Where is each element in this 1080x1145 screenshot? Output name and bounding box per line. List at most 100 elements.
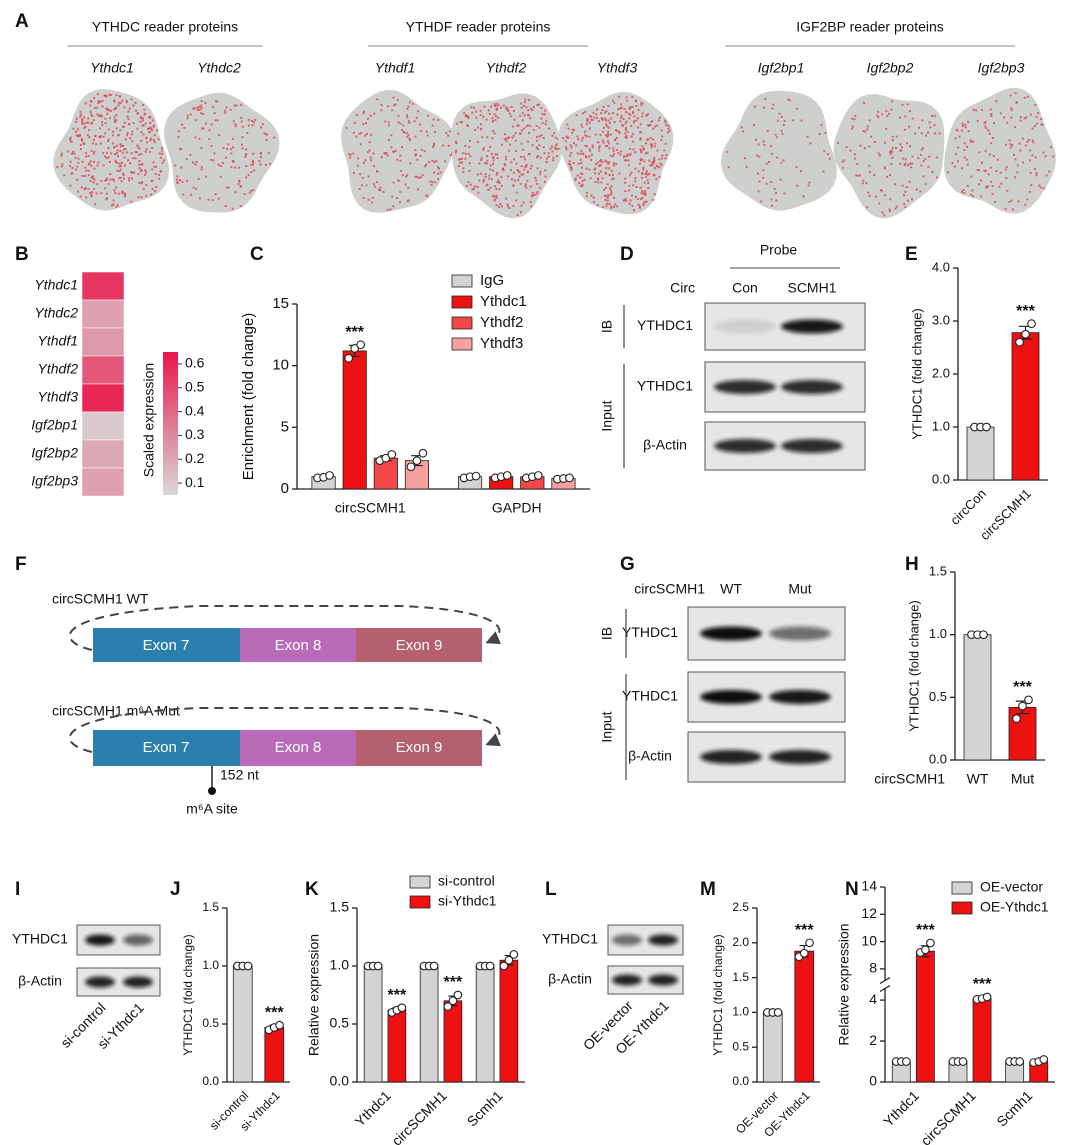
circle-arc (68, 605, 502, 651)
expression-dot (909, 110, 911, 113)
expression-dot (915, 188, 918, 191)
exon-box (240, 628, 356, 662)
expression-dot (604, 144, 607, 147)
expression-dot (620, 117, 623, 119)
expression-dot (1021, 137, 1024, 140)
expression-dot (519, 102, 522, 105)
expression-dot (629, 147, 632, 150)
expression-dot (260, 156, 262, 159)
significance: *** (916, 922, 935, 939)
x-tick-label: WT (967, 771, 989, 787)
panel-letter: K (305, 879, 319, 900)
expression-dot (406, 136, 409, 139)
expression-dot (515, 150, 518, 153)
legend-label: si-control (438, 873, 495, 889)
expression-dot (198, 105, 201, 108)
expression-dot (149, 150, 152, 153)
expression-dot (505, 140, 508, 143)
expression-dot (928, 121, 931, 124)
expression-dot (1019, 119, 1022, 122)
expression-dot (988, 132, 991, 135)
expression-dot (585, 195, 588, 198)
expression-dot (101, 121, 104, 124)
expression-dot (999, 112, 1002, 115)
expression-dot (899, 162, 902, 165)
expression-dot (570, 152, 573, 154)
expression-dot (521, 148, 524, 151)
expression-dot (200, 127, 203, 130)
expression-dot (386, 154, 389, 157)
expression-dot (972, 140, 975, 143)
expression-dot (89, 100, 92, 103)
expression-dot (581, 166, 583, 169)
expression-dot (890, 151, 893, 154)
expression-dot (455, 142, 458, 145)
expression-dot (139, 120, 142, 123)
expression-dot (519, 183, 522, 186)
gene-label: Ythdc2 (197, 60, 241, 76)
expression-dot (770, 198, 773, 201)
expression-dot (260, 126, 262, 129)
expression-dot (978, 183, 980, 186)
expression-dot (762, 169, 765, 172)
expression-dot (585, 135, 588, 138)
expression-dot (903, 194, 905, 197)
expression-dot (115, 119, 118, 122)
expression-dot (505, 137, 508, 140)
exon-box (93, 730, 240, 766)
expression-dot (202, 112, 205, 115)
expression-dot (138, 167, 141, 170)
expression-dot (651, 161, 654, 164)
expression-dot (138, 153, 141, 156)
expression-dot (366, 132, 368, 135)
expression-dot (623, 199, 626, 202)
expression-dot (399, 154, 402, 157)
expression-dot (104, 132, 107, 135)
expression-dot (355, 113, 358, 116)
gene-label: Ythdf2 (486, 60, 527, 76)
expression-dot (91, 177, 94, 180)
expression-dot (393, 104, 395, 107)
expression-dot (124, 148, 127, 150)
expression-dot (89, 104, 92, 107)
expression-dot (643, 181, 646, 184)
expression-dot (414, 149, 417, 152)
expression-dot (588, 127, 591, 130)
expression-dot (542, 137, 545, 139)
expression-dot (524, 184, 527, 187)
expression-dot (429, 180, 432, 183)
expression-dot (596, 108, 599, 111)
expression-dot (496, 102, 499, 105)
expression-dot (374, 185, 377, 188)
expression-dot (84, 187, 87, 190)
legend-swatch (451, 274, 473, 288)
expression-dot (611, 174, 614, 177)
expression-dot (158, 177, 161, 180)
expression-dot (506, 203, 509, 206)
expression-dot (117, 155, 119, 158)
expression-dot (516, 124, 519, 127)
expression-dot (885, 109, 888, 112)
expression-dot (649, 124, 652, 126)
expression-dot (366, 151, 369, 153)
expression-dot (770, 181, 773, 184)
expression-dot (480, 157, 483, 160)
data-point (397, 1003, 407, 1013)
expression-dot (267, 152, 270, 155)
expression-dot (83, 127, 86, 129)
expression-dot (232, 146, 235, 149)
expression-dot (92, 139, 95, 141)
expression-dot (462, 171, 465, 174)
expression-dot (478, 162, 481, 165)
expression-dot (134, 157, 137, 160)
expression-dot (433, 171, 436, 174)
blot-header: Probe (760, 242, 798, 258)
expression-dot (971, 189, 974, 192)
expression-dot (189, 153, 192, 156)
panel-letter: J (170, 879, 181, 900)
construct-name: circSCMH1 WT (52, 591, 149, 607)
expression-dot (141, 163, 144, 165)
expression-dot (654, 125, 657, 128)
expression-dot (1027, 138, 1030, 141)
expression-dot (514, 139, 517, 142)
